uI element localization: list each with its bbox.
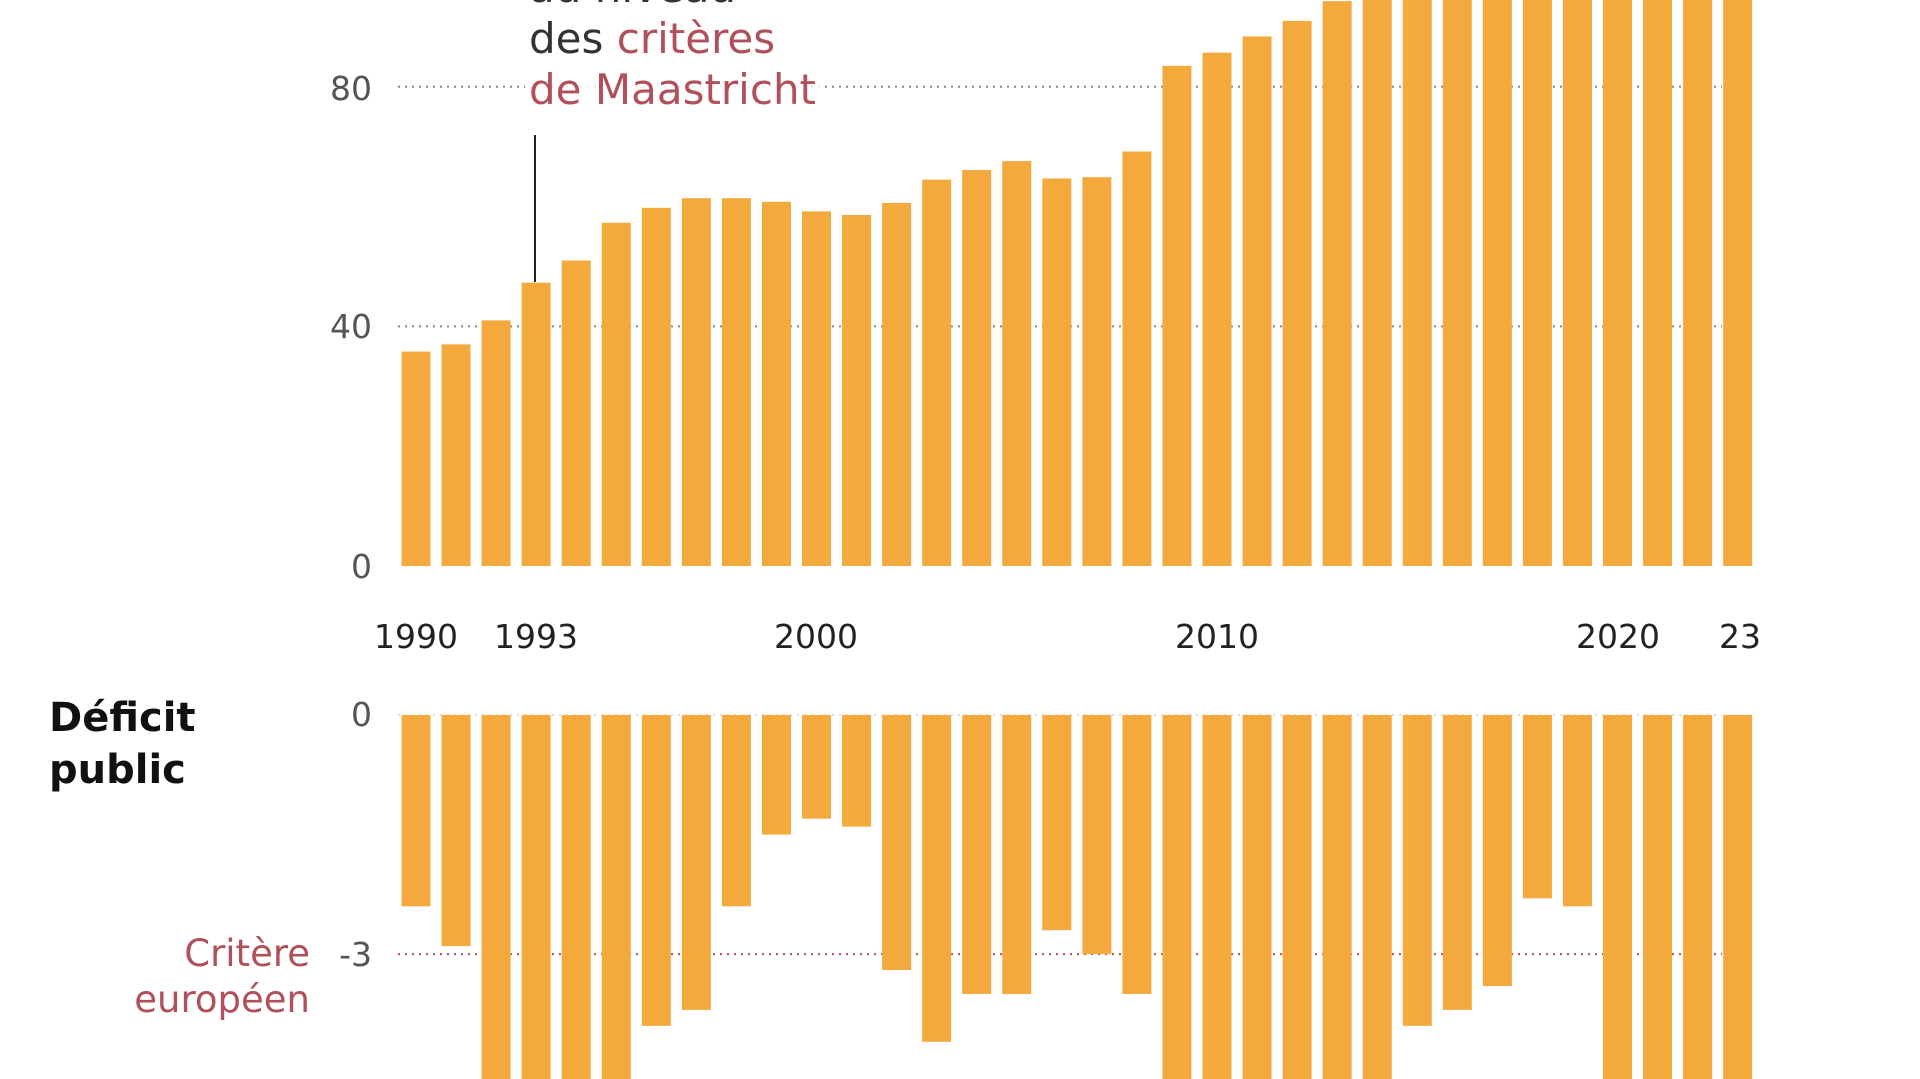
deficit-bar-1992	[481, 715, 511, 1079]
deficit-bar-1996	[641, 715, 671, 1026]
deficit-y-tick-minus3: -3	[339, 935, 372, 974]
debt-bar-2010	[1202, 52, 1232, 567]
annotation-line2: des critères	[529, 14, 775, 63]
deficit-bar-1999	[761, 715, 791, 835]
debt-bar-1999	[761, 201, 791, 567]
deficit-bar-2013	[1322, 715, 1352, 1079]
debt-bar-2022	[1683, 0, 1713, 566]
debt-bar-2016	[1442, 0, 1472, 566]
deficit-bar-2001	[842, 715, 872, 827]
deficit-title-line2: public	[49, 747, 186, 793]
deficit-bar-1990	[401, 715, 431, 907]
debt-bar-2017	[1482, 0, 1512, 566]
deficit-bar-2018	[1522, 715, 1552, 899]
debt-bar-2015	[1402, 0, 1432, 566]
deficit-bar-2014	[1362, 715, 1392, 1079]
debt-bar-1995	[601, 222, 631, 566]
annotation-line1: au niveau	[529, 0, 736, 12]
debt-bar-2012	[1282, 20, 1312, 567]
deficit-bar-1998	[721, 715, 751, 907]
deficit-bar-1995	[601, 715, 631, 1079]
debt-bar-2011	[1242, 36, 1272, 566]
debt-bar-2004	[962, 170, 992, 566]
criterion-label-line1: Critère	[184, 932, 310, 975]
debt-bar-2013	[1322, 1, 1352, 566]
deficit-title-line1: Déficit	[49, 695, 196, 741]
deficit-bar-2021	[1643, 715, 1673, 1079]
deficit-bar-2017	[1482, 715, 1512, 986]
criterion-label-line2: européen	[134, 978, 310, 1021]
deficit-bar-2007	[1082, 715, 1112, 955]
debt-bar-1991	[441, 344, 471, 566]
debt-bar-2014	[1362, 0, 1392, 566]
debt-bar-1994	[561, 260, 591, 566]
y-tick-40: 40	[330, 307, 372, 346]
debt-bar-2023	[1723, 0, 1753, 566]
debt-bar-2007	[1082, 177, 1112, 566]
x-label-2000: 2000	[774, 617, 858, 656]
debt-bar-2020	[1603, 0, 1632, 566]
debt-bar-1998	[721, 198, 751, 567]
x-label-1993: 1993	[494, 617, 578, 656]
deficit-bar-1991	[441, 715, 471, 947]
debt-bar-1996	[641, 207, 671, 566]
deficit-bar-2002	[882, 715, 912, 971]
deficit-bar-2023	[1723, 715, 1753, 1079]
deficit-bar-2006	[1042, 715, 1072, 931]
y-tick-0: 0	[351, 547, 372, 586]
debt-bar-1990	[401, 351, 431, 566]
deficit-bar-2012	[1282, 715, 1312, 1079]
deficit-bar-2016	[1442, 715, 1472, 1010]
debt-bar-2005	[1002, 161, 1032, 567]
debt-bar-1992	[481, 320, 511, 566]
deficit-bar-2009	[1162, 715, 1192, 1079]
x-label-2023: 23	[1719, 617, 1761, 656]
debt-bar-2002	[882, 203, 912, 567]
debt-bar-2006	[1042, 178, 1072, 566]
debt-bar-1997	[681, 198, 711, 567]
deficit-bar-2004	[962, 715, 992, 994]
debt-bar-1993	[521, 282, 551, 566]
debt-bar-2000	[802, 211, 831, 566]
deficit-bar-2020	[1603, 715, 1632, 1079]
deficit-bar-2003	[922, 715, 952, 1042]
deficit-bar-2000	[802, 715, 831, 819]
debt-bar-2009	[1162, 65, 1192, 567]
debt-bar-2018	[1522, 0, 1552, 566]
deficit-bar-2022	[1683, 715, 1713, 1079]
annotation-criteres: critères	[617, 14, 775, 63]
debt-bar-2021	[1643, 0, 1673, 566]
deficit-bar-1993	[521, 715, 551, 1079]
y-tick-80: 80	[330, 69, 372, 108]
x-label-2020: 2020	[1576, 617, 1660, 656]
deficit-y-tick-0: 0	[351, 695, 372, 734]
deficit-bar-2008	[1122, 715, 1152, 994]
deficit-bar-1997	[681, 715, 711, 1010]
debt-bar-2003	[922, 179, 952, 566]
annotation-line3: de Maastricht	[529, 65, 816, 114]
x-label-1990: 1990	[374, 617, 458, 656]
deficit-bar-2011	[1242, 715, 1272, 1079]
debt-bar-2001	[842, 214, 872, 566]
x-label-2010: 2010	[1175, 617, 1259, 656]
annotation-des: des	[529, 14, 617, 63]
debt-bar-2008	[1122, 151, 1152, 566]
deficit-bar-2015	[1402, 715, 1432, 1026]
debt-bar-2019	[1562, 0, 1592, 566]
deficit-bar-2005	[1002, 715, 1032, 994]
deficit-bar-1994	[561, 715, 591, 1079]
deficit-bar-2019	[1562, 715, 1592, 907]
deficit-bar-2010	[1202, 715, 1232, 1079]
